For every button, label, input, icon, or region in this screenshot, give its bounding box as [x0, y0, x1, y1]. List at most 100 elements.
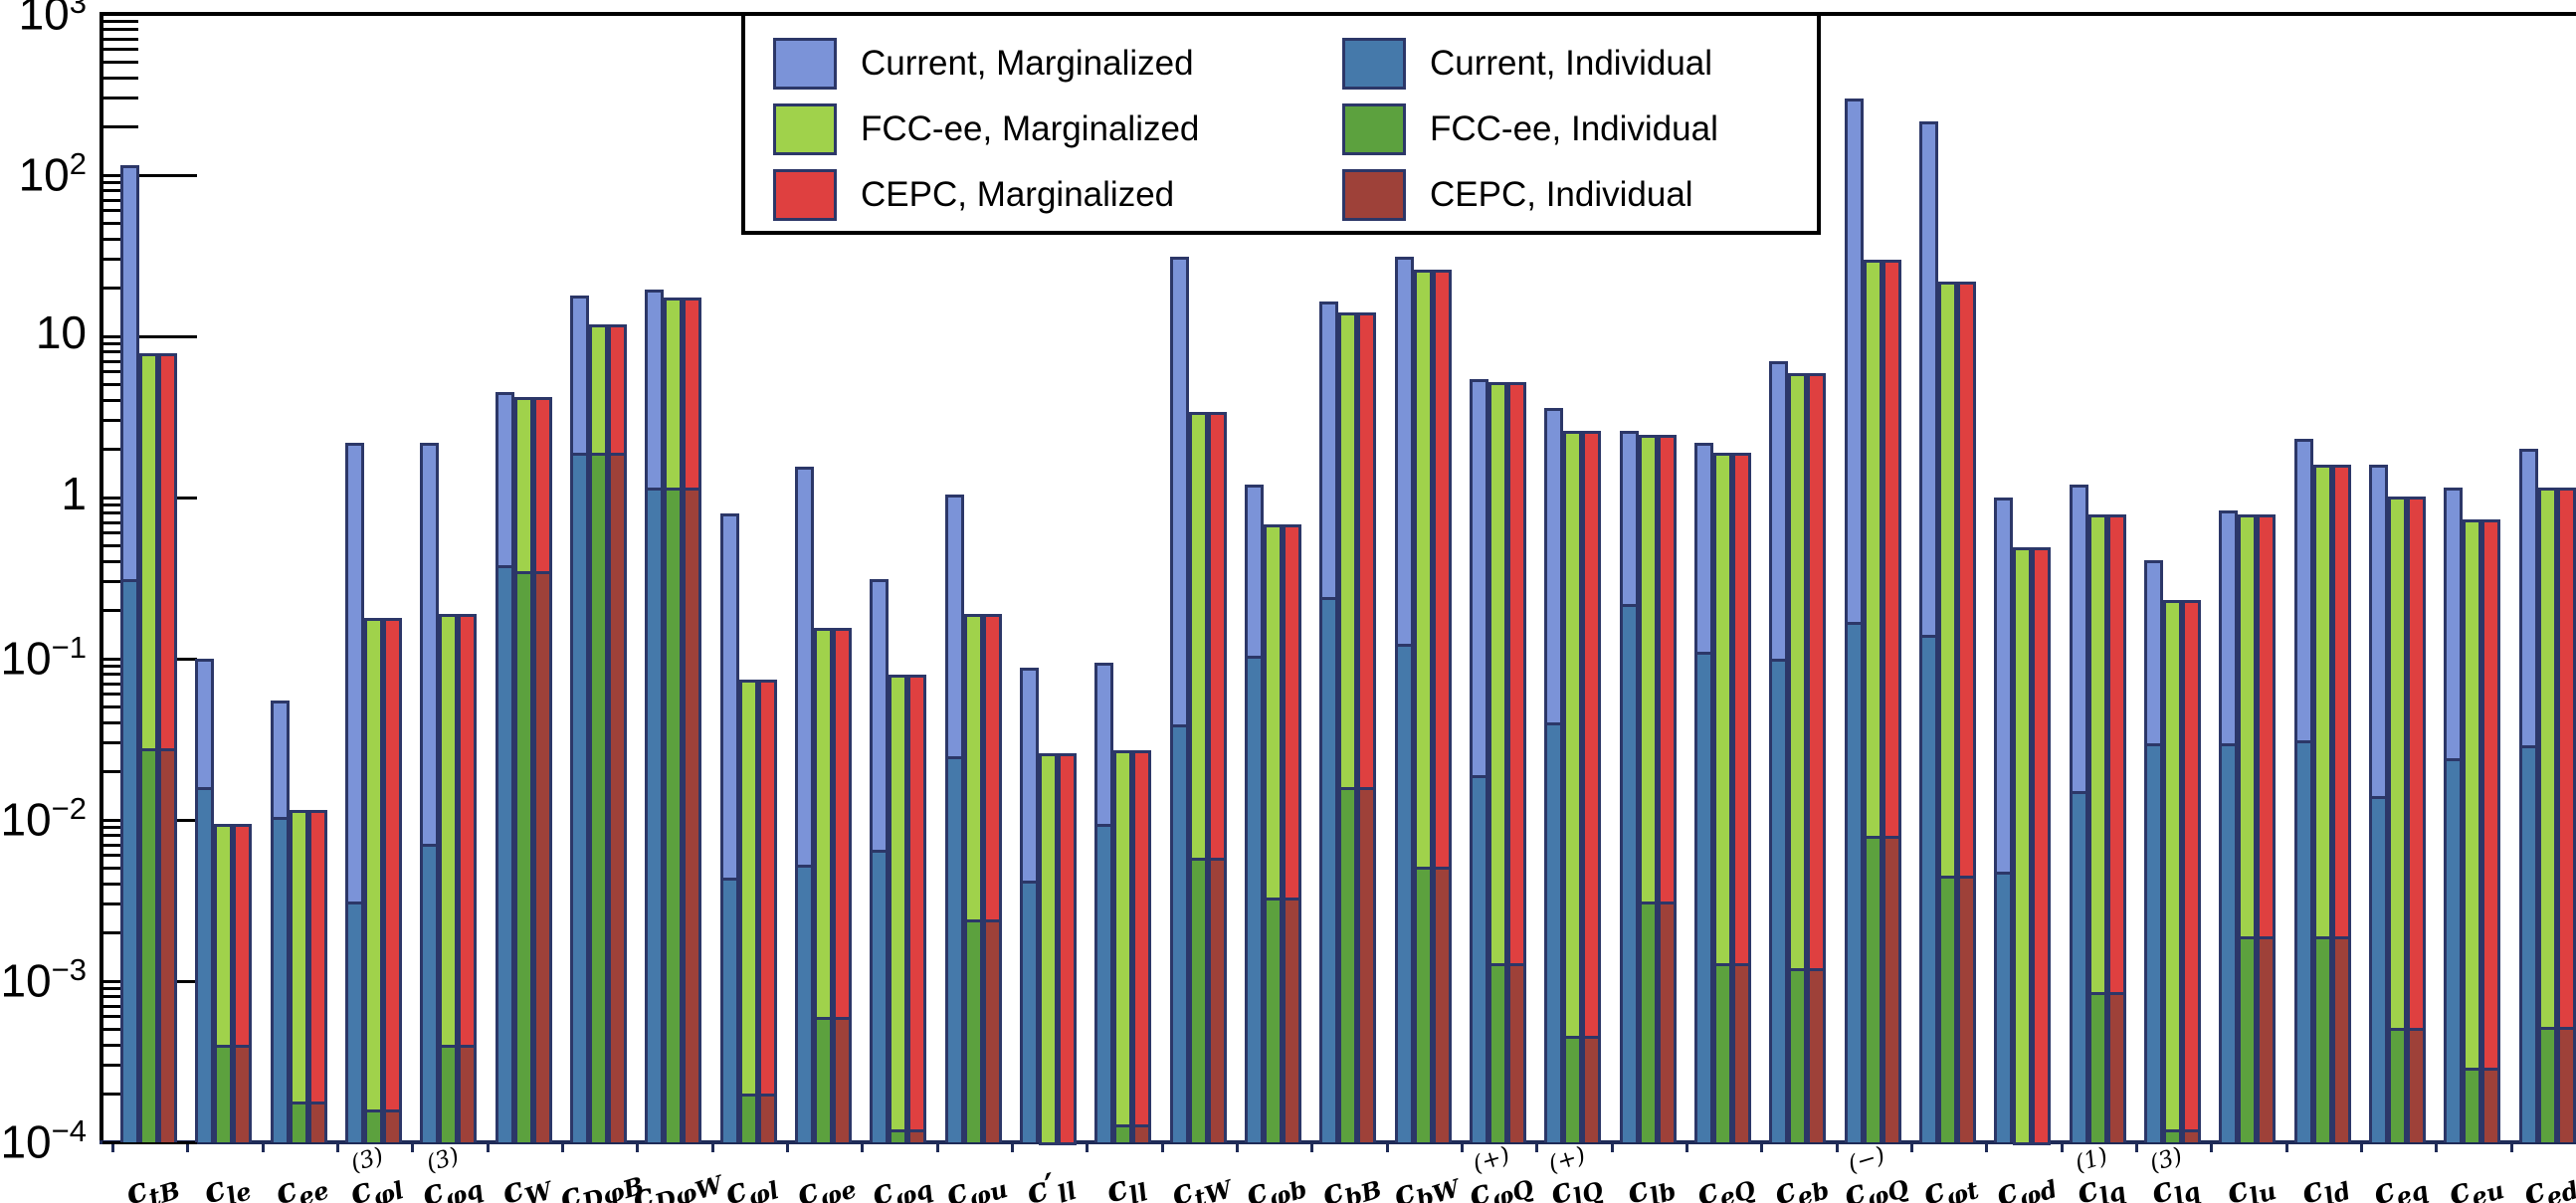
bar-c_eq-cepc-marginalized	[2406, 496, 2426, 1142]
bar-c'_ll-cepc-marginalized	[1057, 752, 1077, 1142]
bar-c_phi-l-cepc-marginalized	[757, 680, 777, 1142]
x-axis-tick	[2435, 1144, 2439, 1152]
legend-swatch-current_marginalized	[773, 38, 837, 90]
y-tick-label: 103	[18, 0, 87, 40]
y-major-tick	[102, 1140, 197, 1144]
bar-c_phi-l(3)-fccee-marginalized	[363, 617, 383, 1142]
bar-c_le-fccee-individual	[214, 1045, 234, 1142]
x-axis-tick	[261, 1144, 265, 1152]
y-tick-label: 102	[18, 146, 87, 201]
bar-c_ee-fccee-individual	[289, 1101, 308, 1142]
bar-c_lq(1)-fccee-individual	[2087, 992, 2107, 1142]
chart-legend: Current, Marginalized FCC-ee, Marginalize…	[741, 12, 1821, 235]
legend-label: Current, Individual	[1430, 44, 1713, 83]
bar-c_lq(1)-fccee-marginalized	[2087, 514, 2107, 1142]
bar-c_bB-cepc-individual	[1357, 786, 1377, 1142]
bar-c_phi-q-fccee-marginalized	[889, 674, 908, 1142]
x-axis-tick	[2060, 1144, 2064, 1152]
bar-c_ld-fccee-individual	[2312, 935, 2332, 1142]
bar-c'_ll-fccee-individual	[1038, 1142, 1058, 1145]
bar-c_ee-cepc-individual	[307, 1101, 327, 1142]
bar-c_eu-current-individual	[2444, 758, 2464, 1142]
bar-c_W-current-individual	[495, 565, 514, 1142]
x-axis-tick	[2284, 1144, 2288, 1152]
bar-c_phi-q-cepc-marginalized	[907, 674, 927, 1142]
bar-c_bB-current-individual	[1319, 597, 1339, 1142]
legend-label: FCC-ee, Marginalized	[861, 109, 1200, 148]
bar-c_bB-fccee-individual	[1338, 786, 1358, 1142]
bar-c_phiQ(+)-cepc-marginalized	[1506, 382, 1526, 1142]
bar-c_ed-current-individual	[2518, 745, 2538, 1142]
bar-c_lq(3)-current-individual	[2143, 742, 2163, 1142]
bar-c_lq(3)-fccee-marginalized	[2162, 600, 2182, 1142]
bar-c_lu-cepc-individual	[2257, 935, 2277, 1142]
bar-c_ee-current-individual	[270, 816, 290, 1142]
y-tick-label: 10−1	[0, 630, 87, 685]
legend-label: FCC-ee, Individual	[1430, 109, 1718, 148]
bar-c_phi-q-current-individual	[870, 850, 890, 1142]
bar-c_phi-l(3)-current-individual	[344, 902, 364, 1142]
bar-c'_ll-fccee-marginalized	[1038, 752, 1058, 1142]
bar-c_eb-current-individual	[1769, 659, 1789, 1142]
bar-c_tB-cepc-individual	[158, 747, 177, 1142]
bar-c_phi-t-fccee-individual	[1937, 876, 1957, 1142]
x-axis-tick	[1160, 1144, 1164, 1152]
legend-label: CEPC, Marginalized	[861, 175, 1175, 214]
legend-swatch-current_individual	[1342, 38, 1406, 90]
bar-c_ld-cepc-individual	[2331, 935, 2351, 1142]
legend-swatch-fccee_marginalized	[773, 103, 837, 155]
bar-c_ll-current-individual	[1094, 823, 1114, 1142]
bar-c_lQ(+)-fccee-marginalized	[1563, 430, 1583, 1142]
bar-c_ee-fccee-marginalized	[289, 810, 308, 1142]
bar-c_lQ(+)-fccee-individual	[1563, 1035, 1583, 1142]
bar-c_phi-d-cepc-marginalized	[2032, 547, 2052, 1142]
bar-c_phiQ(+)-cepc-individual	[1506, 962, 1526, 1142]
bar-c_phi-d-fccee-individual	[2013, 1142, 2033, 1145]
bar-c_lq(3)-cepc-marginalized	[2181, 600, 2201, 1142]
x-axis-tick	[935, 1144, 939, 1152]
x-axis-tick	[1985, 1144, 1989, 1152]
bar-c_le-cepc-individual	[233, 1045, 253, 1142]
x-axis-tick	[2509, 1144, 2513, 1152]
legend-label: Current, Marginalized	[861, 44, 1194, 83]
bar-c_lu-fccee-individual	[2238, 935, 2258, 1142]
bar-c_bW-cepc-individual	[1432, 867, 1452, 1142]
x-axis-tick	[1760, 1144, 1764, 1152]
bar-c_tW-fccee-individual	[1188, 858, 1208, 1142]
bar-c_phi-e-cepc-individual	[832, 1016, 852, 1142]
y-major-tick	[102, 334, 197, 338]
y-minor-tick	[102, 97, 138, 100]
x-axis-tick	[2134, 1144, 2138, 1152]
bar-c_eu-fccee-marginalized	[2463, 519, 2482, 1142]
y-minor-tick	[102, 76, 138, 80]
bar-c_phi-q(3)-current-individual	[420, 844, 440, 1142]
bar-c_phi-q(3)-cepc-marginalized	[458, 613, 478, 1142]
bar-c_eu-fccee-individual	[2463, 1068, 2482, 1142]
bar-c_phi-q(3)-fccee-individual	[439, 1045, 459, 1142]
bar-c_phi-d-current-individual	[1994, 871, 2014, 1142]
legend-item-cepc_individual: CEPC, Individual	[1342, 169, 1693, 221]
bar-c_lQ(+)-cepc-marginalized	[1582, 430, 1602, 1142]
bar-c_phi-e-current-individual	[794, 864, 814, 1142]
bar-c_eb-fccee-marginalized	[1788, 373, 1808, 1142]
bar-c_DphiB-current-individual	[569, 452, 589, 1142]
bar-c_phi-l(3)-cepc-individual	[382, 1108, 402, 1142]
x-axis-tick	[411, 1144, 415, 1152]
bar-c_eu-cepc-marginalized	[2481, 519, 2501, 1142]
x-axis-tick	[1684, 1144, 1688, 1152]
legend-item-fccee_individual: FCC-ee, Individual	[1342, 103, 1718, 155]
bar-c_eu-cepc-individual	[2481, 1068, 2501, 1142]
bar-c_phi-q-cepc-individual	[907, 1129, 927, 1142]
x-axis-tick	[1385, 1144, 1389, 1152]
bar-c_phi-d-cepc-individual	[2032, 1142, 2052, 1145]
bar-c_ll-fccee-individual	[1113, 1123, 1133, 1142]
y-axis-line	[99, 12, 103, 1144]
bar-c_phiQ(−)-current-individual	[1844, 621, 1864, 1142]
x-axis-tick	[1460, 1144, 1464, 1152]
y-minor-tick	[102, 28, 138, 32]
bar-c_bW-fccee-individual	[1413, 867, 1433, 1142]
bar-c_phi-u-current-individual	[944, 755, 964, 1142]
bar-c_phi-t-current-individual	[1918, 635, 1938, 1142]
legend-item-current_marginalized: Current, Marginalized	[773, 38, 1194, 90]
